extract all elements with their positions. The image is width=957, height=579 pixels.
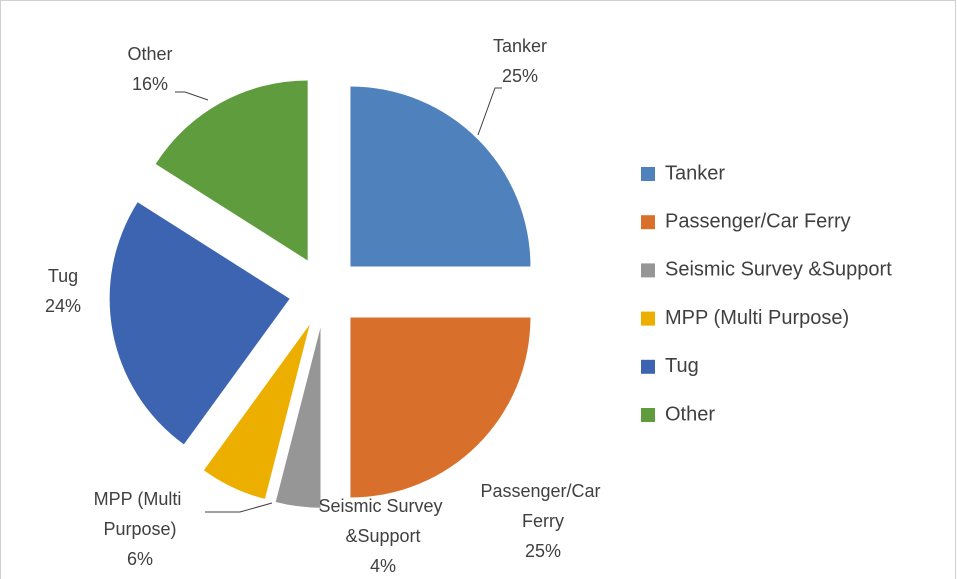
leader-line	[205, 502, 273, 513]
legend-label: Seismic Survey &Support	[665, 259, 892, 281]
pie-slice	[109, 202, 290, 445]
data-label-value: 24%	[45, 296, 81, 316]
data-label-category: MPP (Multi Purpose)	[94, 489, 187, 539]
data-label-value: 6%	[127, 549, 153, 569]
pie-slice	[203, 324, 310, 499]
legend-label: MPP (Multi Purpose)	[665, 307, 849, 329]
data-label-category: Seismic Survey &Support	[318, 496, 447, 546]
leader-line	[175, 91, 209, 101]
data-label-category: Other	[127, 44, 172, 64]
data-label-value: 25%	[525, 541, 561, 561]
legend-swatch	[641, 408, 655, 422]
data-label-value: 16%	[132, 74, 168, 94]
legend-swatch	[641, 311, 655, 326]
pie-slice	[350, 86, 531, 267]
data-label-category: Passenger/Car Ferry	[480, 481, 605, 531]
legend-swatch	[641, 263, 655, 278]
data-label-category: Tug	[48, 266, 78, 286]
leader-line	[477, 87, 502, 136]
data-label-value: 25%	[502, 66, 538, 86]
legend-label: Passenger/Car Ferry	[665, 210, 851, 232]
data-label-category: Tanker	[493, 36, 547, 56]
pie-slice	[275, 327, 321, 508]
legend-label: Tug	[665, 355, 699, 377]
legend-label: Other	[665, 403, 715, 425]
legend-swatch	[641, 167, 655, 181]
legend-label: Tanker	[665, 162, 725, 184]
data-label-value: 4%	[370, 556, 396, 576]
legend-swatch	[641, 215, 655, 230]
legend-swatch	[641, 359, 655, 374]
pie-slice	[350, 317, 531, 498]
pie-slice	[155, 80, 308, 261]
